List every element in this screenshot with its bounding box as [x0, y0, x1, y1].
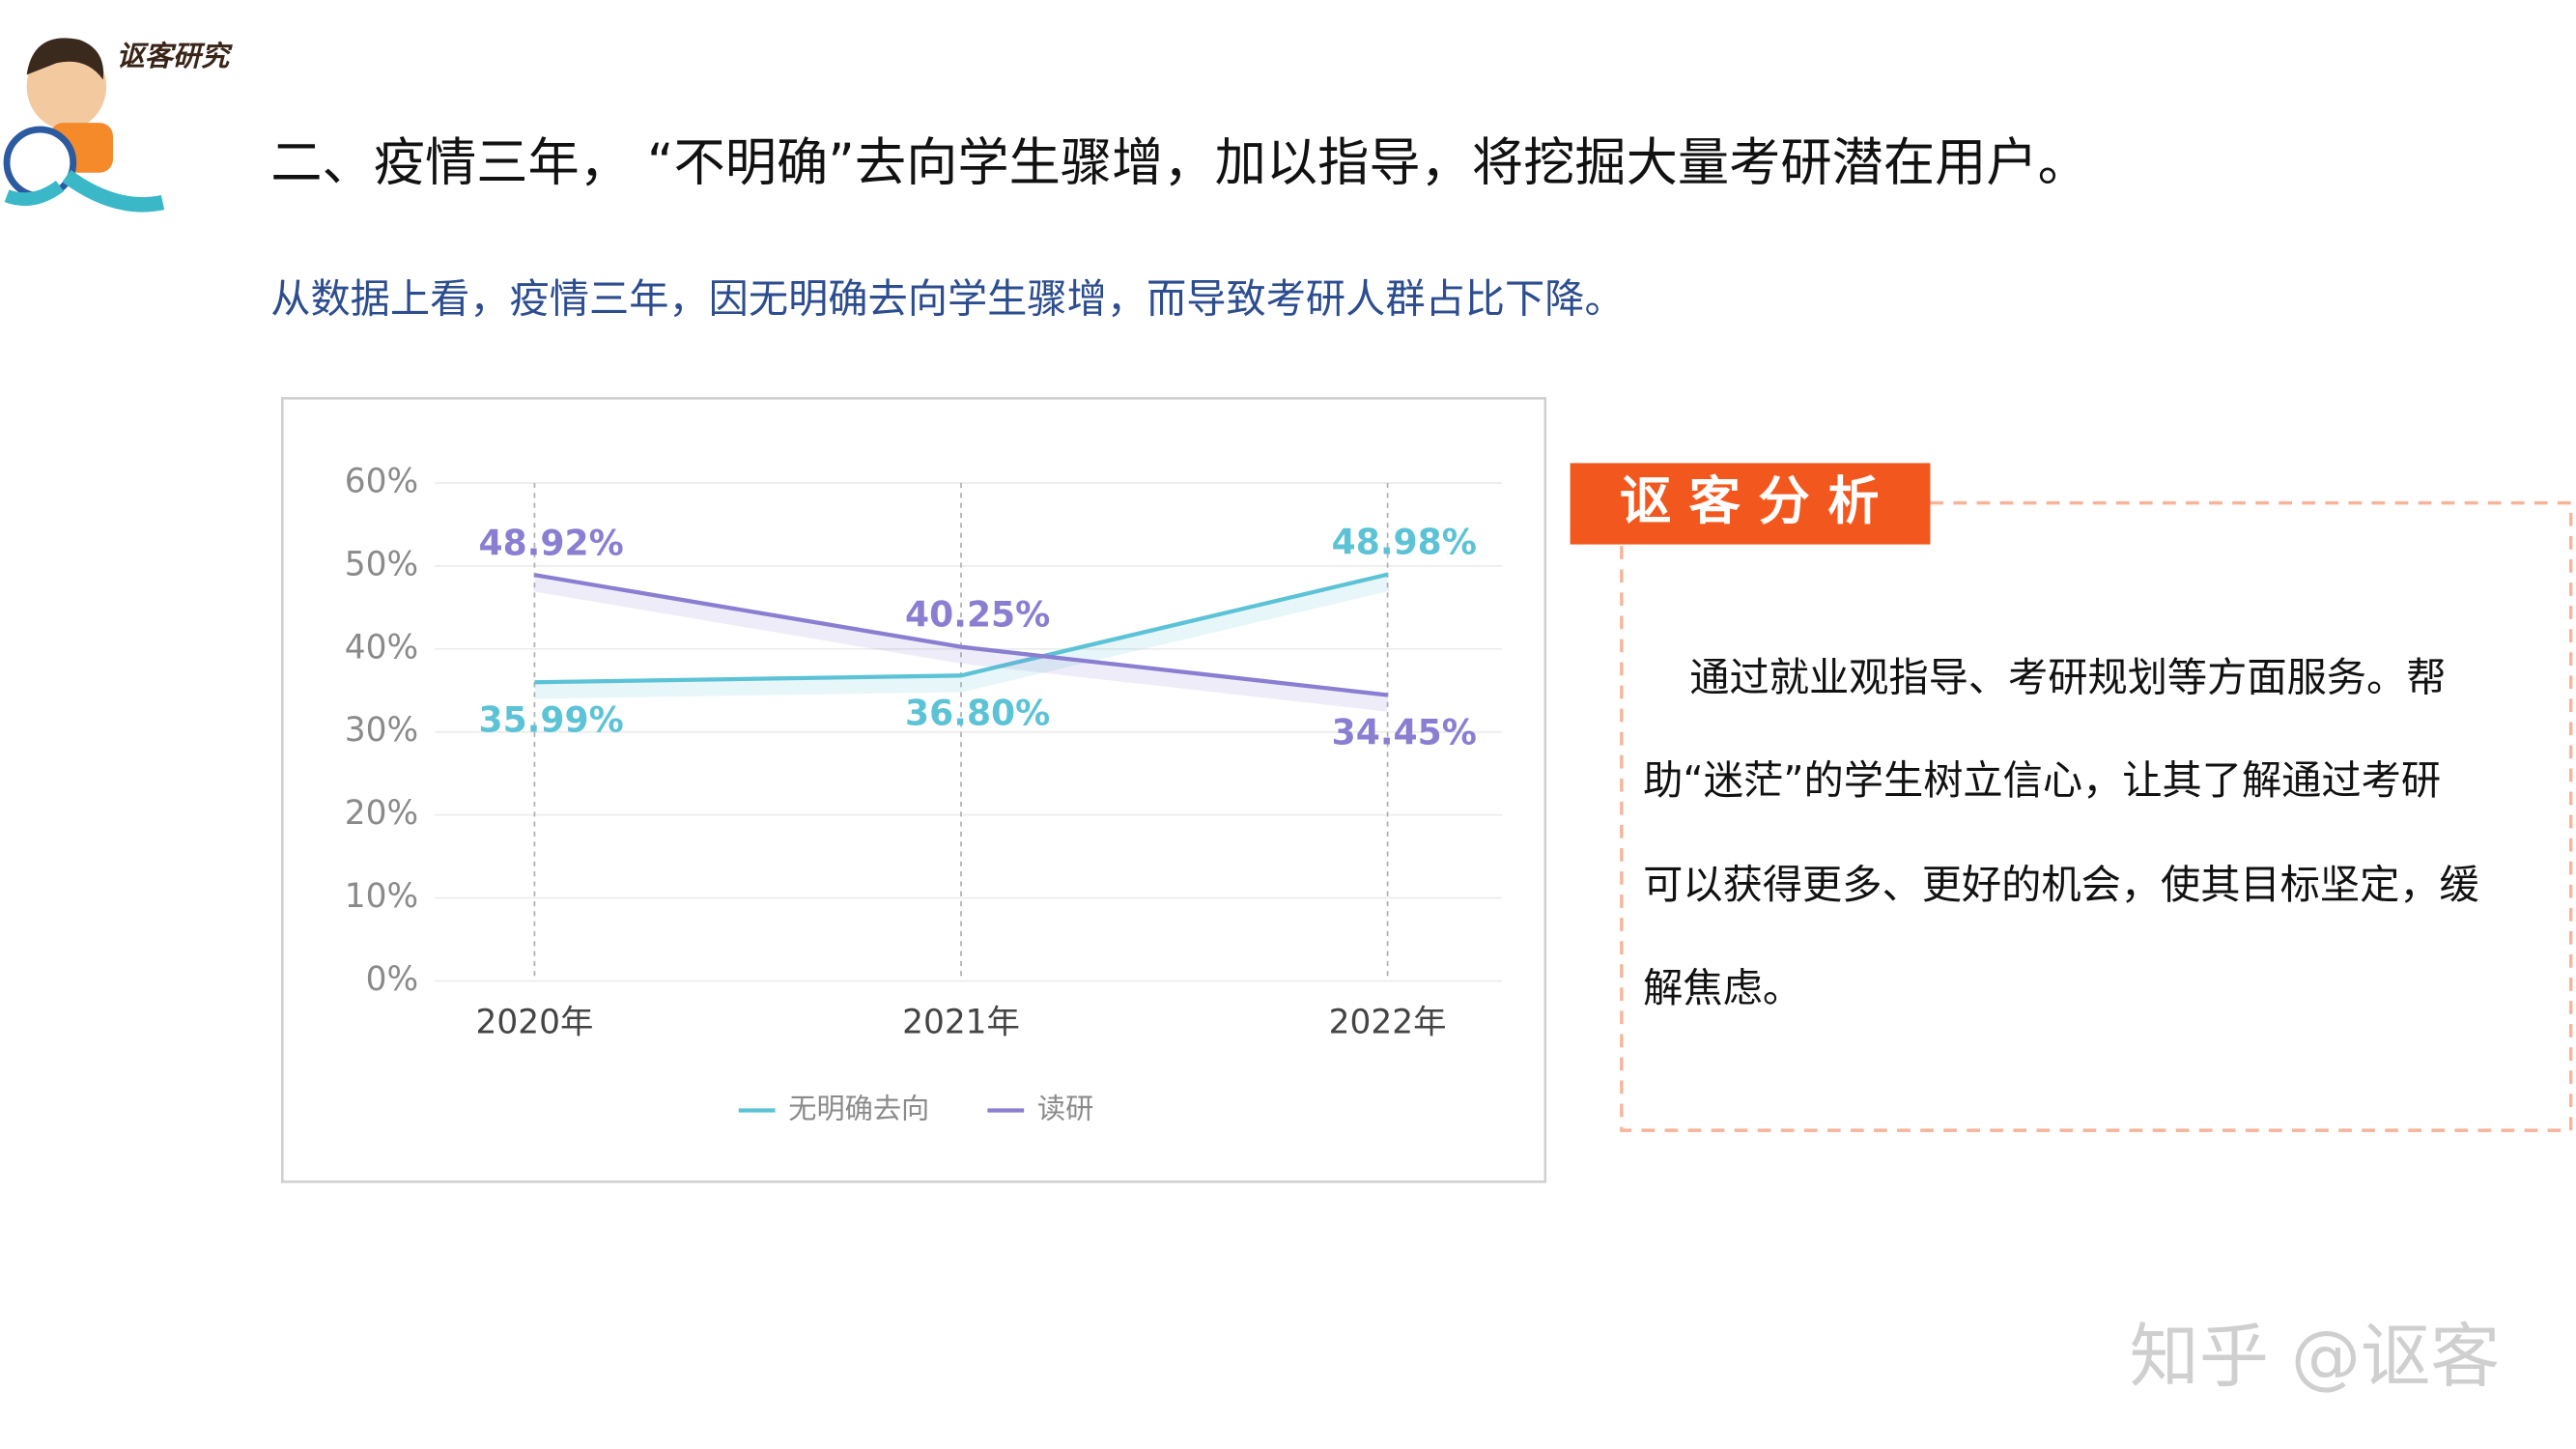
- analysis-line: 助“迷茫”的学生树立信心，让其了解通过考研: [1643, 757, 2441, 804]
- y-tick-label: 10%: [345, 877, 418, 916]
- analysis-line: 可以获得更多、更好的机会，使其目标坚定，缓: [1643, 862, 2479, 908]
- x-tick-label: 2022年: [1329, 1004, 1447, 1042]
- legend-label: 无明确去向: [788, 1092, 929, 1124]
- line: [534, 573, 1388, 697]
- analysis-line: 通过就业观指导、考研规划等方面服务。帮: [1689, 654, 2446, 700]
- logo-ball: [3, 126, 77, 200]
- y-tick-label: 50%: [345, 545, 418, 583]
- analysis-line: 解焦虑。: [1643, 965, 1802, 1011]
- slide-title: 二、疫情三年， “不明确”去向学生骤增，加以指导，将挖掘大量考研潜在用户。: [270, 132, 2089, 192]
- logo: 讴客研究: [3, 38, 233, 213]
- line-shadow: [534, 574, 1390, 699]
- analysis-panel: 讴 客 分 析 通过就业观指导、考研规划等方面服务。帮 助“迷茫”的学生树立信心…: [1570, 463, 2573, 1132]
- legend-label: 读研: [1037, 1092, 1093, 1124]
- chart-frame: [280, 397, 1547, 1183]
- watermark: 知乎 @讴客: [2130, 1317, 2501, 1398]
- y-tick-label: 40%: [345, 628, 418, 667]
- data-label: 35.99%: [478, 700, 623, 741]
- chart: 0% 10% 20% 30% 40% 50% 60% 2020年 2021年 2022年 35.99…: [345, 463, 1503, 1124]
- data-label: 48.92%: [478, 523, 623, 563]
- analysis-heading: 讴 客 分 析: [1620, 471, 1880, 531]
- y-tick-label: 0%: [366, 960, 419, 999]
- logo-text: 讴客研究: [116, 40, 233, 72]
- y-tick-label: 30%: [345, 711, 418, 750]
- logo-hair: [26, 38, 104, 80]
- x-tick-label: 2020年: [476, 1004, 594, 1042]
- analysis-heading-box: [1570, 463, 1931, 545]
- line-shadow: [533, 575, 1389, 712]
- line: [534, 572, 1389, 685]
- data-label: 34.45%: [1332, 713, 1477, 753]
- y-tick-label: 60%: [345, 463, 418, 501]
- data-label: 40.25%: [905, 595, 1050, 636]
- data-label: 48.98%: [1332, 523, 1477, 563]
- logo-leg: [62, 169, 165, 213]
- x-tick-label: 2021年: [902, 1004, 1020, 1042]
- slide-subtitle: 从数据上看，疫情三年，因无明确去向学生骤增，而导致考研人群占比下降。: [270, 276, 1624, 323]
- data-label: 36.80%: [905, 694, 1050, 734]
- logo-leg: [4, 180, 65, 207]
- y-tick-label: 20%: [345, 794, 418, 833]
